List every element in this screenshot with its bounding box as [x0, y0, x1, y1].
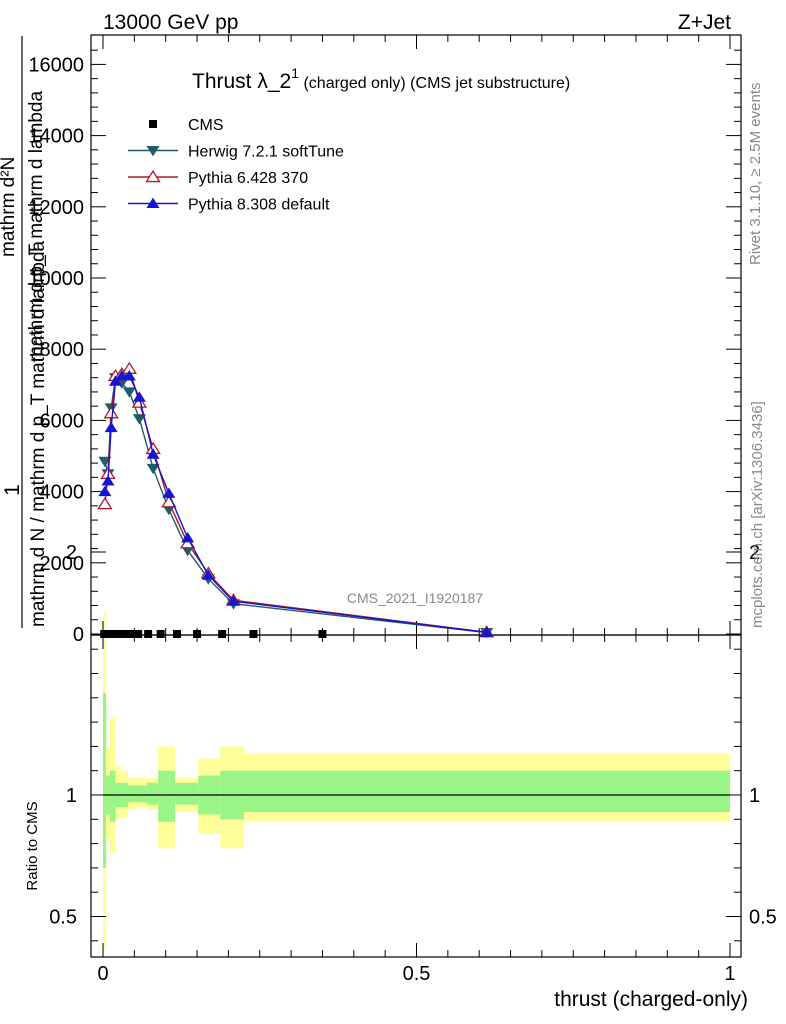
ratio-band-inner: [137, 785, 147, 803]
header-left: 13000 GeV pp: [103, 11, 238, 34]
legend-label: CMS: [188, 117, 224, 134]
data-point: [146, 463, 160, 475]
mcplots-label: mcplots.cern.ch [arXiv:1306.3436]: [749, 401, 766, 628]
ratio-y-label: Ratio to CMS: [24, 801, 41, 890]
ratio-bands: [103, 612, 730, 951]
y-tick-label: 4000: [40, 482, 85, 504]
ratio-band-inner: [244, 770, 730, 813]
data-point: [172, 630, 181, 638]
ratio-y-tick-label-right: 2: [749, 542, 760, 564]
data-point: [226, 595, 240, 606]
x-tick-label: 0.5: [403, 963, 431, 985]
legend-marker: [146, 197, 160, 209]
series-0: [100, 630, 327, 638]
y-tick-label: 2000: [40, 553, 85, 575]
data-point: [101, 475, 115, 486]
y-tick-label: 12000: [28, 197, 84, 219]
ratio-y-tick-label-right: 1: [749, 785, 760, 807]
ratio-y-tick-label: 1: [66, 785, 77, 807]
x-axis-label: thrust (charged-only): [554, 988, 748, 1011]
series-layer: [97, 361, 495, 639]
data-point: [144, 630, 153, 638]
y-tick-label: 16000: [28, 54, 84, 76]
legend-item: Pythia 8.308 default: [128, 197, 330, 214]
header-right: Z+Jet: [678, 11, 731, 34]
legend-marker: [149, 120, 157, 128]
data-point: [134, 630, 143, 638]
ratio-x-ticks: 0 0.5 1: [97, 635, 736, 985]
legend-label: Pythia 6.428 370: [188, 170, 308, 187]
plot-title-sup: 1: [291, 65, 299, 81]
data-point: [103, 406, 119, 419]
data-point: [480, 626, 494, 637]
data-point: [156, 630, 165, 638]
y-tick-label: 8000: [40, 339, 85, 361]
legend-marker: [146, 145, 160, 157]
legend-item: Pythia 6.428 370: [128, 169, 308, 187]
plot-title-rest: (charged only) (CMS jet substructure): [299, 75, 570, 92]
y-tick-label: 14000: [28, 126, 84, 148]
data-point: [114, 630, 123, 638]
main-y-label: 1 mathrm d N / mathrm d p_T mathrm d lam…: [0, 36, 49, 628]
data-point: [181, 532, 195, 543]
data-point: [110, 630, 119, 638]
main-y-ticks: 0 2000 4000 6000 8000 10000 12000 14000 16000: [28, 49, 741, 646]
data-point: [249, 630, 258, 638]
ratio-band-inner: [128, 785, 138, 803]
data-point: [109, 375, 123, 386]
data-point: [122, 370, 136, 381]
ratio-y-tick-label: 0.5: [49, 907, 77, 929]
legend-item: Herwig 7.2.1 softTune: [128, 144, 344, 161]
data-point: [131, 395, 148, 408]
data-point: [218, 630, 227, 638]
y-tick-label: 0: [73, 624, 84, 646]
data-point: [122, 387, 136, 398]
ratio-band-inner: [175, 782, 199, 805]
ylabel-numerator-1: mathrm d²N: [0, 157, 19, 257]
plot-title-main: Thrust λ_2: [192, 70, 291, 93]
ratio-band-inner: [158, 770, 176, 822]
x-tick-label: 0: [97, 963, 108, 985]
ratio-band-inner: [103, 692, 107, 868]
legend-label: Pythia 8.308 default: [188, 197, 330, 214]
ylabel-numerator-2: mathrm d p_T mathrm d lambda: [26, 91, 47, 362]
y-tick-label: 6000: [40, 410, 85, 432]
data-point: [125, 630, 134, 638]
x-tick-label: 1: [724, 963, 735, 985]
ratio-y-tick-label: 2: [66, 542, 77, 564]
rivet-label: Rivet 3.1.10, ≥ 2.5M events: [747, 83, 764, 266]
data-point: [97, 496, 113, 510]
legend-label: Herwig 7.2.1 softTune: [188, 144, 344, 161]
series-3: [98, 370, 494, 637]
ratio-band-inner: [146, 782, 159, 805]
data-point: [318, 630, 327, 638]
data-point: [132, 391, 146, 402]
legend-item: CMS: [149, 117, 224, 134]
y-tick-label: 10000: [28, 268, 84, 290]
data-point: [146, 448, 160, 459]
data-point: [193, 630, 202, 638]
ratio-band-inner: [109, 770, 116, 822]
legend: CMS Herwig 7.2.1 softTune Pythia 6.428 370…: [128, 117, 344, 214]
ratio-y-tick-label-right: 0.5: [749, 907, 777, 929]
ylabel-denominator: mathrm d N / mathrm d p_T mathrm d lambd…: [28, 240, 49, 627]
ylabel-one: 1: [1, 484, 24, 496]
data-point: [98, 485, 112, 497]
watermark: CMS_2021_I1920187: [347, 590, 483, 606]
data-point: [119, 630, 128, 638]
plot-title: Thrust λ_21 (charged only) (CMS jet subs…: [192, 65, 570, 93]
data-point: [104, 421, 118, 433]
data-point: [201, 569, 215, 580]
ratio-y-ticks: 0.5 0.5 1 1 2 2: [49, 542, 777, 942]
legend-marker: [145, 169, 161, 183]
data-point: [132, 414, 146, 425]
data-point: [162, 487, 176, 498]
